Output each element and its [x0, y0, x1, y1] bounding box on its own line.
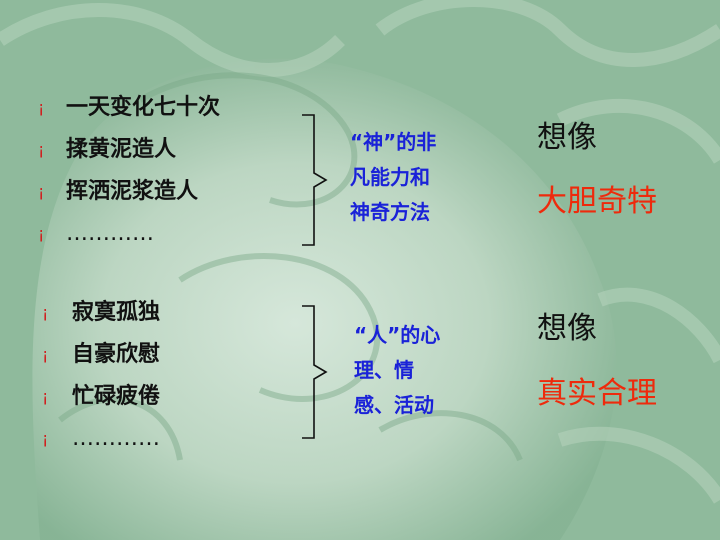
list-item-text: 揉黄泥造人 [66, 137, 177, 162]
note-line: “神”的非 [350, 130, 437, 154]
imagination-label: 想像 [537, 120, 597, 155]
list-item-text: ………… [72, 426, 160, 451]
right-brace [302, 305, 328, 439]
bullet-marker: ¡ [42, 387, 49, 406]
list-item-text: ………… [66, 221, 154, 246]
bullet-marker: ¡ [42, 303, 49, 322]
list-item-text: 一天变化七十次 [66, 95, 221, 120]
bullet-marker: ¡ [42, 429, 49, 448]
list-item-text: 寂寞孤独 [72, 300, 161, 325]
list-item-text: 挥洒泥浆造人 [66, 179, 199, 204]
bullet-marker: ¡ [38, 98, 45, 117]
right-brace [302, 114, 328, 246]
imagination-label: 想像 [537, 311, 597, 346]
trait-label: 真实合理 [537, 376, 657, 411]
list-item-text: 忙碌疲倦 [72, 384, 161, 409]
note-line: 感、活动 [354, 393, 434, 417]
bullet-marker: ¡ [38, 182, 45, 201]
note-line: 理、情 [354, 358, 414, 382]
note-line: 神奇方法 [350, 200, 430, 224]
trait-label: 大胆奇特 [537, 184, 657, 219]
bullet-marker: ¡ [42, 345, 49, 364]
bullet-marker: ¡ [38, 140, 45, 159]
note-line: “人”的心 [354, 323, 441, 347]
list-item-text: 自豪欣慰 [72, 342, 161, 367]
note-line: 凡能力和 [350, 165, 430, 189]
bullet-marker: ¡ [38, 224, 45, 243]
